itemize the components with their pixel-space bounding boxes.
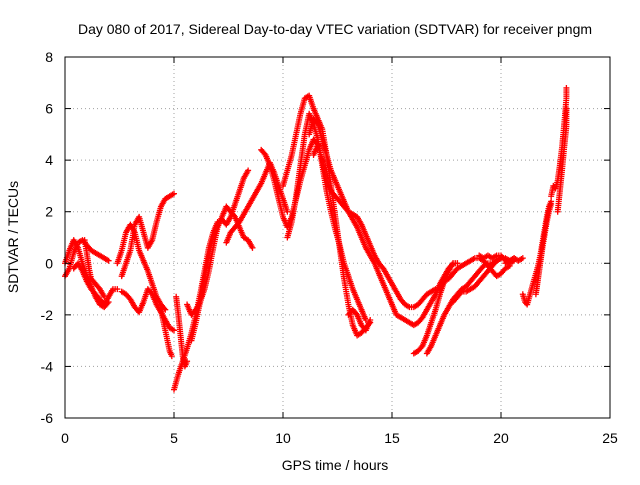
data-point xyxy=(457,289,464,296)
series-track-3 xyxy=(70,260,121,308)
data-layer xyxy=(62,84,570,393)
label-layer: 0 5 10 15 20 25 -6 -4 -2 0 2 4 6 8 xyxy=(41,49,618,446)
tick-layer xyxy=(64,56,611,419)
series-track-18 xyxy=(310,141,443,311)
y-tick-label: 6 xyxy=(45,101,53,117)
series-track-12 xyxy=(184,203,256,318)
data-point xyxy=(563,105,570,112)
series-track-16 xyxy=(284,110,369,324)
y-tick-label: 4 xyxy=(45,152,53,168)
y-tick-label: -6 xyxy=(41,410,54,426)
grid-layer xyxy=(65,57,610,418)
x-axis-label: GPS time / hours xyxy=(282,457,389,473)
y-axis-label: SDTVAR / TECUs xyxy=(5,181,21,293)
series-track-14 xyxy=(258,136,321,231)
y-tick-label: -4 xyxy=(41,358,54,374)
chart-title: Day 080 of 2017, Sidereal Day-to-day VTE… xyxy=(78,21,592,37)
y-tick-label: 0 xyxy=(45,255,53,271)
y-tick-label: 8 xyxy=(45,49,53,65)
series-track-26 xyxy=(532,200,555,298)
x-tick-label: 10 xyxy=(275,430,291,446)
data-point xyxy=(161,305,168,312)
data-point xyxy=(548,200,555,207)
plot-frame xyxy=(64,56,611,419)
y-tick-label: -2 xyxy=(41,307,54,323)
series-track-4 xyxy=(81,237,108,300)
data-point xyxy=(168,353,175,360)
series-track-19 xyxy=(345,306,374,334)
x-tick-label: 5 xyxy=(170,430,178,446)
data-point xyxy=(313,119,320,126)
series-track-27 xyxy=(502,255,526,267)
series-track-29 xyxy=(554,105,570,215)
x-tick-label: 0 xyxy=(61,430,69,446)
series-track-6 xyxy=(118,190,177,280)
x-tick-label: 15 xyxy=(384,430,400,446)
data-point xyxy=(230,212,237,219)
data-point xyxy=(261,150,268,157)
series-track-8 xyxy=(157,306,175,360)
data-point xyxy=(454,260,461,267)
x-tick-label: 25 xyxy=(602,430,618,446)
series-track-7 xyxy=(118,286,177,334)
data-point xyxy=(171,190,177,197)
data-point xyxy=(519,255,526,262)
data-point xyxy=(245,167,252,174)
data-point xyxy=(284,208,291,215)
x-tick-label: 20 xyxy=(493,430,509,446)
data-point xyxy=(249,244,256,251)
series-track-28 xyxy=(548,84,570,200)
series-track-11 xyxy=(188,167,252,344)
data-point xyxy=(367,317,374,324)
data-point xyxy=(418,344,425,351)
data-point xyxy=(114,286,121,293)
data-point xyxy=(171,327,177,334)
data-point xyxy=(105,257,112,264)
y-tick-label: 2 xyxy=(45,204,53,220)
data-point xyxy=(148,289,155,296)
data-point xyxy=(101,293,108,300)
data-point xyxy=(563,84,570,91)
data-point xyxy=(353,310,360,317)
